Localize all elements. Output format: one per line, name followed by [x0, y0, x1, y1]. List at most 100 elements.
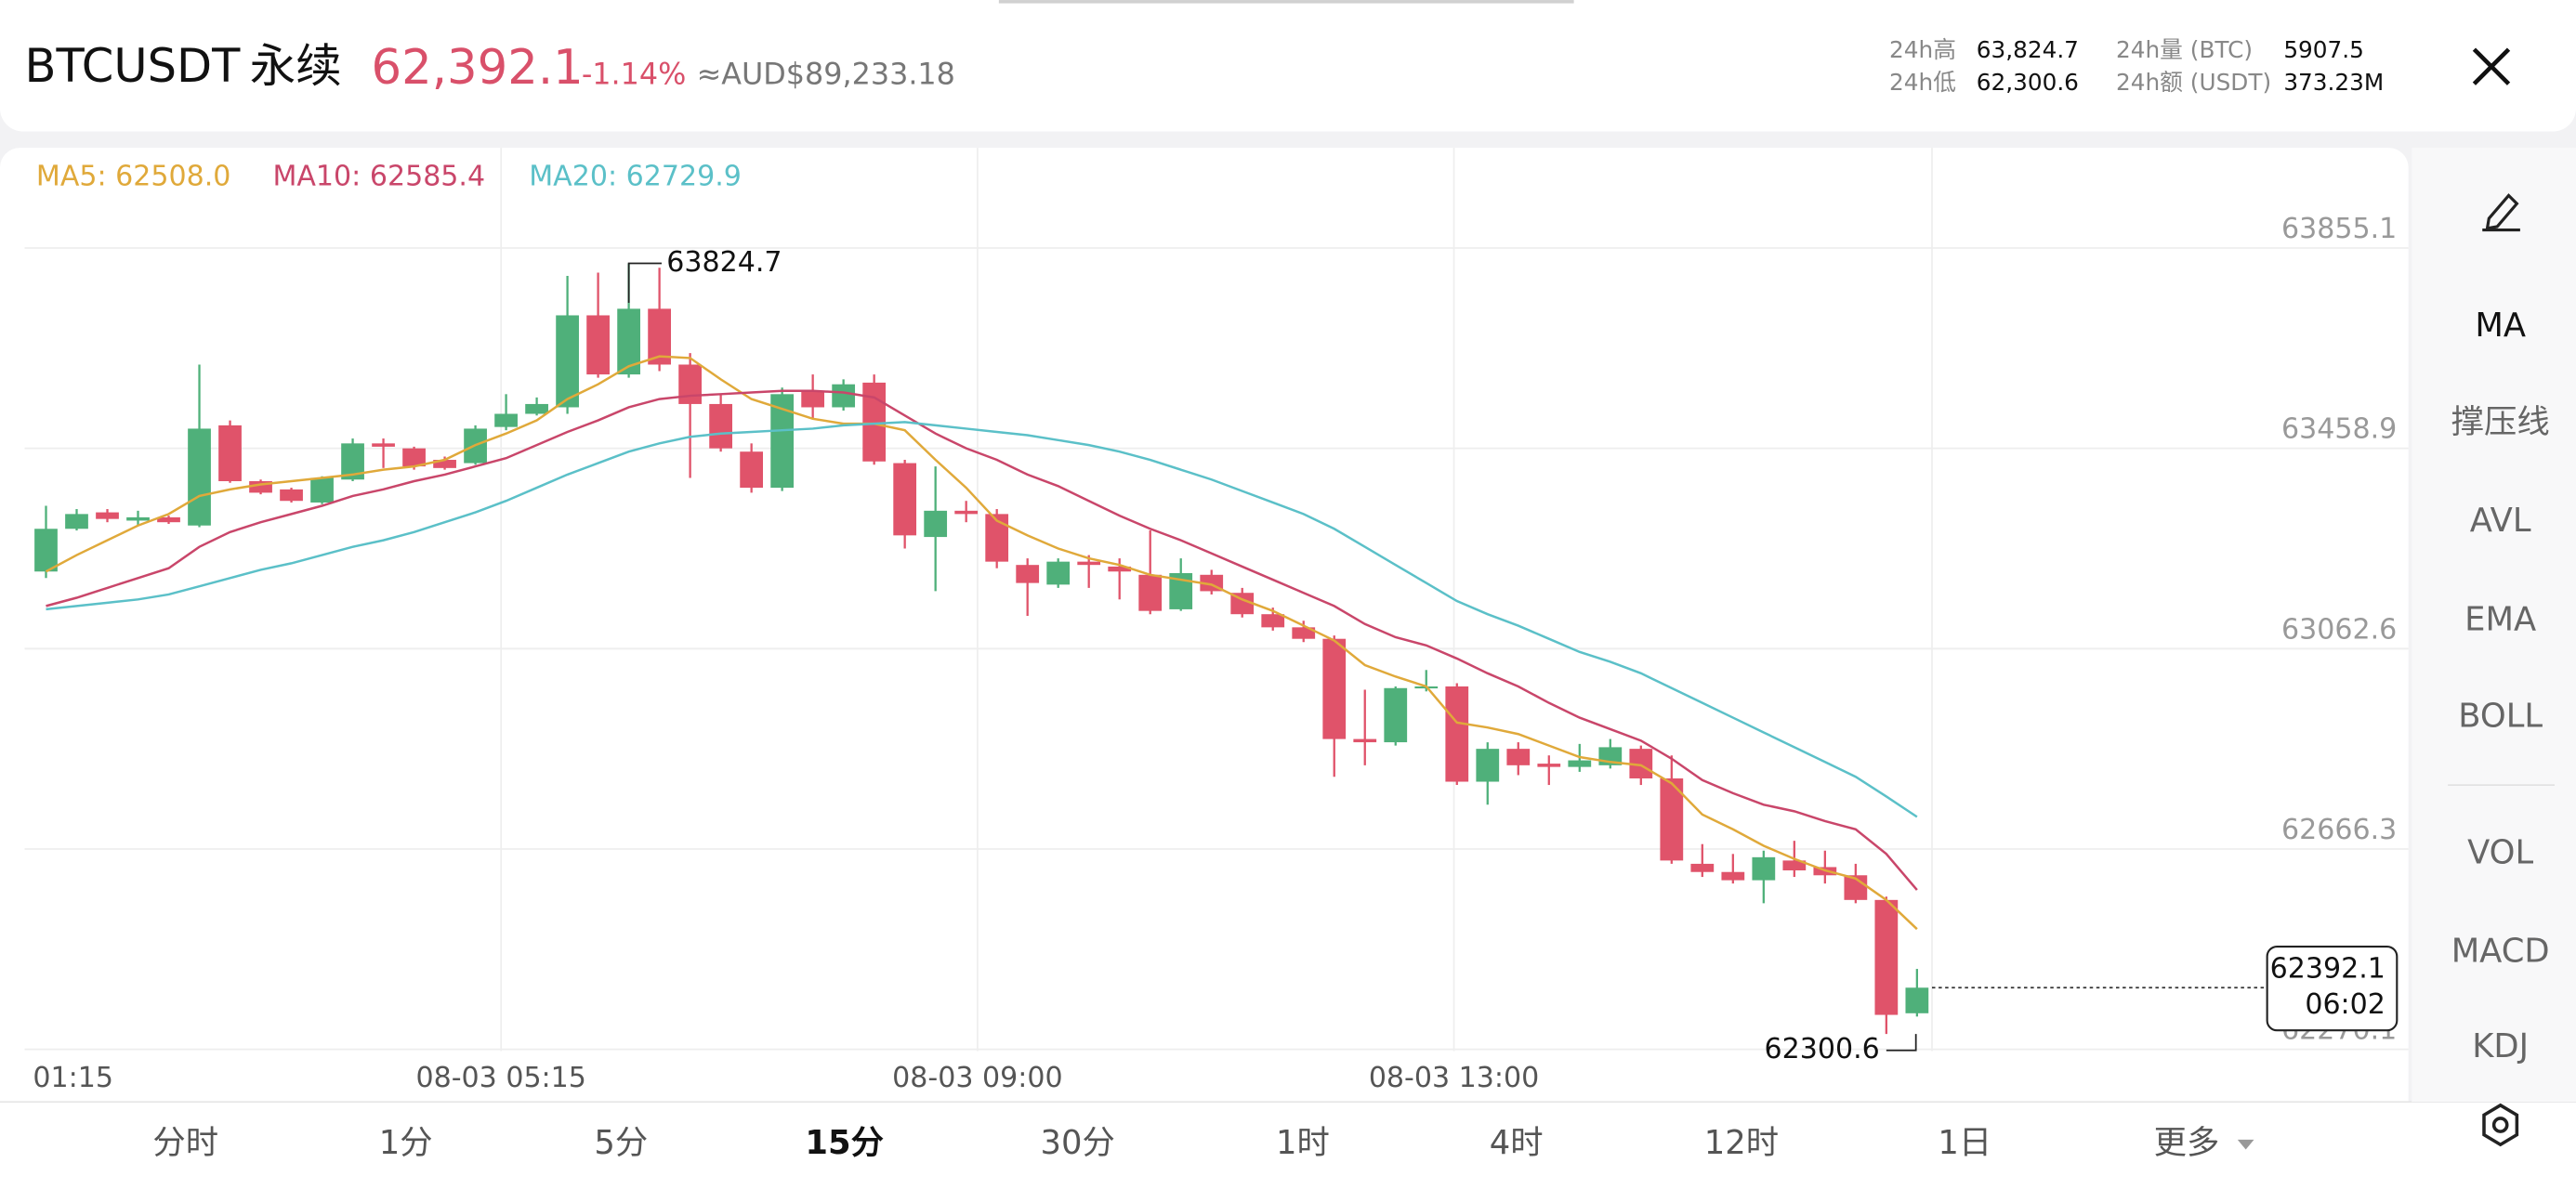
- high-marker: [627, 262, 662, 303]
- candle-body: [34, 529, 58, 572]
- stat-value: 62,300.6: [1977, 69, 2079, 96]
- header-card: [0, 0, 2576, 132]
- indicator-button[interactable]: KDJ: [2472, 1027, 2529, 1065]
- pencil-icon[interactable]: [2485, 193, 2519, 230]
- timeframe-tab[interactable]: 4时: [1490, 1124, 1544, 1162]
- indicator-button[interactable]: MA: [2475, 307, 2526, 345]
- stat-label: 24h低: [1889, 69, 1956, 96]
- candle-body: [1782, 860, 1807, 870]
- candle-body: [1384, 687, 1408, 743]
- candle-body: [1261, 614, 1285, 628]
- timeframe-tab[interactable]: 1时: [1276, 1124, 1330, 1162]
- legend-entry: MA5: 62508.0: [36, 160, 231, 192]
- candle-body: [1537, 764, 1561, 767]
- candle-body: [372, 443, 395, 447]
- close-button[interactable]: [2472, 47, 2511, 85]
- close-icon[interactable]: [2472, 47, 2511, 85]
- drag-handle[interactable]: [998, 0, 1574, 4]
- indicator-button[interactable]: BOLL: [2458, 698, 2543, 736]
- ma-line: [46, 389, 1918, 891]
- candle-body: [65, 514, 88, 529]
- candle-body: [1322, 638, 1347, 739]
- candle-body: [862, 382, 887, 462]
- y-tick-label: 63062.6: [2281, 613, 2397, 646]
- candle-body: [1721, 871, 1745, 881]
- candle-body: [1568, 760, 1592, 767]
- draw-tool[interactable]: [2482, 193, 2520, 232]
- timeframe-tab[interactable]: 15分: [805, 1124, 884, 1162]
- legend-entry: MA10: 62585.4: [272, 160, 485, 192]
- candle-body: [678, 364, 702, 404]
- indicator-button[interactable]: MACD: [2451, 932, 2550, 970]
- indicator-button[interactable]: AVL: [2470, 502, 2531, 540]
- candle-body: [157, 516, 180, 523]
- y-tick-label: 63855.1: [2281, 213, 2397, 245]
- candle-body: [1108, 566, 1132, 572]
- stat-label: 24h量 (BTC): [2116, 36, 2253, 63]
- timeframe-tab[interactable]: 5分: [594, 1124, 648, 1162]
- dropdown-arrow[interactable]: [2237, 1139, 2254, 1150]
- candle-body: [1138, 574, 1163, 611]
- timeframe-tab[interactable]: 分时: [152, 1124, 218, 1162]
- candle-body: [556, 315, 579, 408]
- candle-body: [1016, 565, 1040, 583]
- candle-body: [985, 514, 1009, 562]
- low-marker: [1886, 1034, 1917, 1052]
- x-tick-label: 08-03 13:00: [1369, 1062, 1539, 1094]
- candle-body: [1752, 856, 1776, 881]
- candle-body: [525, 403, 548, 414]
- indicator-button[interactable]: 撑压线: [2451, 403, 2550, 441]
- candle-body: [96, 512, 119, 519]
- candle-body: [1292, 627, 1316, 639]
- ma-line: [45, 355, 1918, 931]
- candle-body: [801, 390, 825, 408]
- legend-entry: MA20: 62729.9: [529, 160, 742, 192]
- candle-body: [893, 463, 917, 536]
- stat-label: 24h高: [1889, 36, 1956, 63]
- side-toolbar: [2412, 148, 2576, 1103]
- timeframe-tab[interactable]: 12时: [1704, 1124, 1779, 1162]
- candle-body: [402, 448, 426, 467]
- x-tick-label: 08-03 05:15: [415, 1062, 585, 1094]
- candle-body: [1046, 561, 1071, 585]
- settings-button[interactable]: [2482, 1103, 2519, 1147]
- last-price-box: [2266, 946, 2399, 1032]
- candle-body: [494, 413, 518, 427]
- contract-type: 永续: [250, 39, 342, 93]
- indicator-button[interactable]: EMA: [2464, 600, 2536, 638]
- candle-body: [1230, 593, 1255, 615]
- price-change: -1.14%: [582, 56, 687, 91]
- settings-icon[interactable]: [2482, 1103, 2519, 1147]
- timeframe-tab[interactable]: 更多: [2154, 1124, 2220, 1162]
- chart-panel: [0, 148, 2409, 1133]
- candle-body: [1506, 749, 1531, 765]
- candle-body: [1445, 686, 1469, 782]
- symbol: BTCUSDT: [25, 39, 242, 93]
- candle-body: [1905, 987, 1929, 1013]
- candle-body: [1353, 738, 1377, 743]
- candle-body: [188, 428, 211, 526]
- last-price-label: 62392.1: [2270, 952, 2385, 985]
- candle-body: [586, 315, 610, 375]
- indicator-button[interactable]: VOL: [2467, 833, 2533, 871]
- candle-body: [740, 451, 764, 489]
- candle-body: [433, 460, 456, 468]
- y-tick-label: 63458.9: [2281, 413, 2397, 446]
- timeframe-tab[interactable]: 30分: [1041, 1124, 1115, 1162]
- timeframe-tab[interactable]: 1日: [1938, 1124, 1991, 1162]
- low-label: 62300.6: [1765, 1033, 1880, 1065]
- candle-body: [832, 384, 856, 408]
- timeframe-bar: [0, 1102, 2576, 1189]
- stat-value: 373.23M: [2283, 69, 2384, 96]
- candle-body: [924, 510, 948, 538]
- ma-line: [46, 421, 1918, 818]
- x-tick-label: 01:15: [33, 1062, 113, 1094]
- timeframe-tab[interactable]: 1分: [379, 1124, 433, 1162]
- countdown: 06:02: [2305, 988, 2385, 1021]
- candle-body: [1874, 899, 1899, 1015]
- x-tick-label: 08-03 09:00: [892, 1062, 1062, 1094]
- candle-body: [954, 510, 979, 515]
- settings-icon[interactable]: [2491, 1117, 2509, 1133]
- high-label: 63824.7: [666, 246, 782, 279]
